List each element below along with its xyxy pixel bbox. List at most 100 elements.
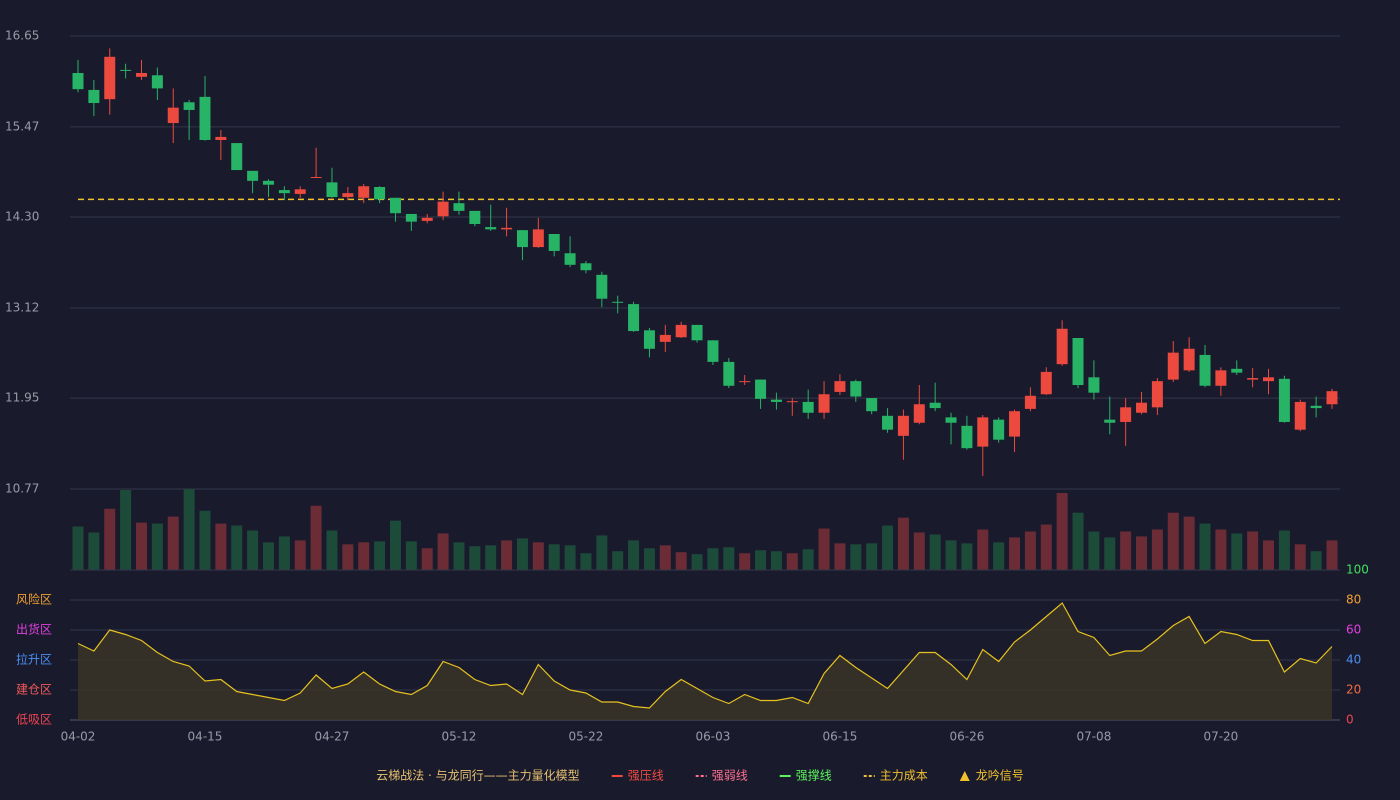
volume-bar <box>1199 523 1211 570</box>
candle-body <box>1056 328 1068 365</box>
candle-body <box>818 394 830 413</box>
candle-body <box>167 107 179 124</box>
volume-bar <box>913 532 925 570</box>
volume-bar <box>453 542 465 570</box>
candle-body <box>1247 378 1259 380</box>
candle-body <box>993 419 1005 440</box>
legend-label: 强弱线 <box>712 769 748 783</box>
volume-bar <box>342 544 354 570</box>
candle-body <box>596 274 608 299</box>
candle-body <box>1167 352 1179 380</box>
candle-body <box>723 361 735 386</box>
volume-bar <box>1310 551 1322 570</box>
candle-body <box>802 401 814 413</box>
volume-bar <box>739 553 751 570</box>
volume-bar <box>1278 530 1290 570</box>
legend-label: 龙吟信号 <box>976 768 1024 783</box>
volume-bar <box>358 542 370 570</box>
volume-bar <box>247 530 259 570</box>
volume-bar <box>310 505 322 570</box>
candle-body <box>643 330 655 349</box>
volume-bar <box>897 517 909 570</box>
candle-body <box>564 253 576 265</box>
candle-body <box>1294 401 1306 430</box>
candle-body <box>215 136 227 141</box>
volume-bar <box>88 532 100 570</box>
x-tick-label: 06-26 <box>949 730 984 744</box>
candle-body <box>913 404 925 423</box>
candle-body <box>1120 407 1132 422</box>
volume-bar <box>1151 529 1163 570</box>
volume-bar <box>1136 536 1148 570</box>
legend-label: 强压线 <box>628 769 664 783</box>
volume-bar <box>532 542 544 570</box>
candle-body <box>326 182 338 198</box>
legend-label: 主力成本 <box>880 769 928 783</box>
candle-body <box>612 301 624 303</box>
volume-bar <box>612 551 624 570</box>
x-tick-label: 04-15 <box>188 730 223 744</box>
x-tick-label: 04-27 <box>315 730 350 744</box>
volume-bar <box>643 548 655 570</box>
x-tick-label: 05-12 <box>442 730 477 744</box>
indicator-tick-label: 80 <box>1346 593 1361 607</box>
volume-bar <box>104 508 116 570</box>
volume-bar <box>1263 540 1275 570</box>
candle-body <box>929 402 941 409</box>
volume-bar <box>786 553 798 570</box>
volume-bar <box>421 548 433 570</box>
volume-bar <box>516 538 528 570</box>
volume-bar <box>977 529 989 570</box>
volume-bar <box>294 540 306 570</box>
candle-body <box>104 56 116 100</box>
candle-body <box>580 263 592 271</box>
volume-bar <box>850 544 862 570</box>
y-tick-label: 10.77 <box>5 482 39 496</box>
volume-bar <box>945 540 957 570</box>
candle-body <box>1104 419 1116 423</box>
candle-body <box>151 75 163 89</box>
volume-bar <box>1009 537 1021 570</box>
candle-body <box>469 210 481 224</box>
volume-bar <box>1231 533 1243 570</box>
candle-body <box>72 72 84 90</box>
candle-body <box>183 102 195 110</box>
candle-body <box>691 324 703 341</box>
candle-body <box>850 381 862 397</box>
candle-body <box>707 340 719 362</box>
zone-label: 建仓区 <box>16 683 52 697</box>
candle-body <box>1136 402 1148 413</box>
volume-bar <box>1072 512 1084 570</box>
volume-bar <box>691 554 703 570</box>
candle-body <box>1072 338 1084 385</box>
candle-body <box>1151 381 1163 408</box>
volume-bar <box>1294 544 1306 570</box>
candle-body <box>1215 370 1227 386</box>
candle-body <box>231 143 243 171</box>
volume-bar <box>326 530 338 570</box>
candle-body <box>739 381 751 383</box>
candle-body <box>675 324 687 338</box>
volume-bar <box>1056 492 1068 570</box>
volume-bar <box>1183 516 1195 570</box>
candle-body <box>310 176 322 178</box>
legend-label: 强撑线 <box>796 768 832 783</box>
x-tick-label: 06-15 <box>822 730 857 744</box>
volume-bar <box>1247 531 1259 570</box>
candle-body <box>659 334 671 342</box>
volume-bar <box>278 536 290 570</box>
candle-body <box>1024 395 1036 409</box>
y-tick-label: 15.47 <box>5 119 39 133</box>
volume-bar <box>802 549 814 570</box>
volume-bar <box>183 489 195 570</box>
volume-bar <box>120 489 132 570</box>
candle-body <box>389 197 401 214</box>
volume-bar <box>659 545 671 570</box>
indicator-line <box>77 602 1333 709</box>
volume-bar <box>389 520 401 570</box>
candle-body <box>1088 377 1100 393</box>
zone-label: 风险区 <box>16 592 52 607</box>
candle-body <box>247 170 259 181</box>
y-tick-label: 14.30 <box>5 210 39 224</box>
volume-bar <box>929 534 941 570</box>
